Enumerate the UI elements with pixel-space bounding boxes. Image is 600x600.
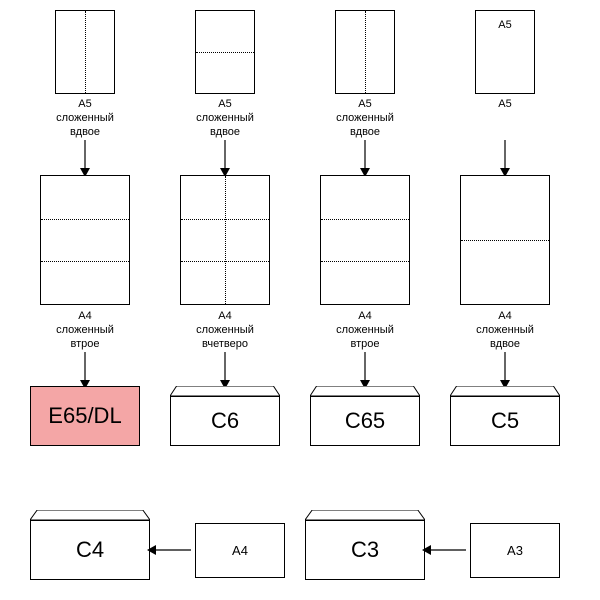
envelope-col0: E65/DL bbox=[30, 386, 140, 446]
envelope-body: C3 bbox=[305, 520, 425, 580]
a5-caption-col3: A5 bbox=[450, 98, 560, 112]
envelope-body: C5 bbox=[450, 396, 560, 446]
envelope-label: C65 bbox=[345, 408, 385, 434]
a5-sheet-col3: A5 bbox=[475, 10, 535, 94]
arrow-left-icon bbox=[147, 540, 192, 560]
arrow-down-icon bbox=[215, 352, 235, 390]
envelope-body: C65 bbox=[310, 396, 420, 446]
envelope-flap-icon bbox=[30, 510, 150, 521]
fold-line bbox=[181, 219, 269, 220]
envelope-flap-icon bbox=[310, 386, 420, 397]
fold-line bbox=[85, 11, 86, 93]
arrow-down-icon bbox=[355, 140, 375, 178]
a5-sheet-col0 bbox=[55, 10, 115, 94]
a5-caption-col2: A5 сложенный вдвое bbox=[310, 98, 420, 139]
arrow-down-icon bbox=[495, 140, 515, 178]
envelope-col1: C6 bbox=[170, 386, 280, 446]
envelope-col2: C65 bbox=[310, 386, 420, 446]
fold-line bbox=[321, 219, 409, 220]
envelope-label: C3 bbox=[351, 537, 379, 563]
envelope-bottom0: C4 bbox=[30, 510, 150, 580]
a5-caption-col0: A5 сложенный вдвое bbox=[30, 98, 140, 139]
sheet-inner-label: A5 bbox=[476, 19, 534, 31]
envelope-body: C6 bbox=[170, 396, 280, 446]
a4-sheet-col3 bbox=[460, 175, 550, 305]
sheet-label: A4 bbox=[232, 543, 248, 558]
a5-sheet-col2 bbox=[335, 10, 395, 94]
fold-line bbox=[181, 261, 269, 262]
fold-line bbox=[225, 176, 226, 304]
envelope-flap-icon bbox=[450, 386, 560, 397]
a4-caption-col1: A4 сложенный вчетверо bbox=[170, 310, 280, 351]
envelope-flap-icon bbox=[170, 386, 280, 397]
envelope-label: C5 bbox=[491, 408, 519, 434]
envelope-label: C6 bbox=[211, 408, 239, 434]
arrow-down-icon bbox=[215, 140, 235, 178]
a4-caption-col3: A4 сложенный вдвое bbox=[450, 310, 560, 351]
envelope-label: E65/DL bbox=[48, 403, 121, 429]
a4-sheet-col0 bbox=[40, 175, 130, 305]
arrow-down-icon bbox=[495, 352, 515, 390]
envelope-flap-icon bbox=[305, 510, 425, 521]
fold-line bbox=[461, 240, 549, 241]
a4-caption-col0: A4 сложенный втрое bbox=[30, 310, 140, 351]
fold-line bbox=[41, 261, 129, 262]
sheet-label: A3 bbox=[507, 543, 523, 558]
envelope-body: E65/DL bbox=[30, 386, 140, 446]
a4-sheet-col2 bbox=[320, 175, 410, 305]
a4-sheet-col1 bbox=[180, 175, 270, 305]
a4-caption-col2: A4 сложенный втрое bbox=[310, 310, 420, 351]
a5-caption-col1: A5 сложенный вдвое bbox=[170, 98, 280, 139]
fold-line bbox=[41, 219, 129, 220]
a5-sheet-col1 bbox=[195, 10, 255, 94]
envelope-bottom1: C3 bbox=[305, 510, 425, 580]
envelope-label: C4 bbox=[76, 537, 104, 563]
envelope-body: C4 bbox=[30, 520, 150, 580]
arrow-down-icon bbox=[355, 352, 375, 390]
arrow-left-icon bbox=[422, 540, 467, 560]
sheet-a3: A3 bbox=[470, 523, 560, 578]
sheet-a4: A4 bbox=[195, 523, 285, 578]
fold-line bbox=[196, 52, 254, 53]
fold-line bbox=[365, 11, 366, 93]
arrow-down-icon bbox=[75, 352, 95, 390]
envelope-col3: C5 bbox=[450, 386, 560, 446]
arrow-down-icon bbox=[75, 140, 95, 178]
fold-line bbox=[321, 261, 409, 262]
